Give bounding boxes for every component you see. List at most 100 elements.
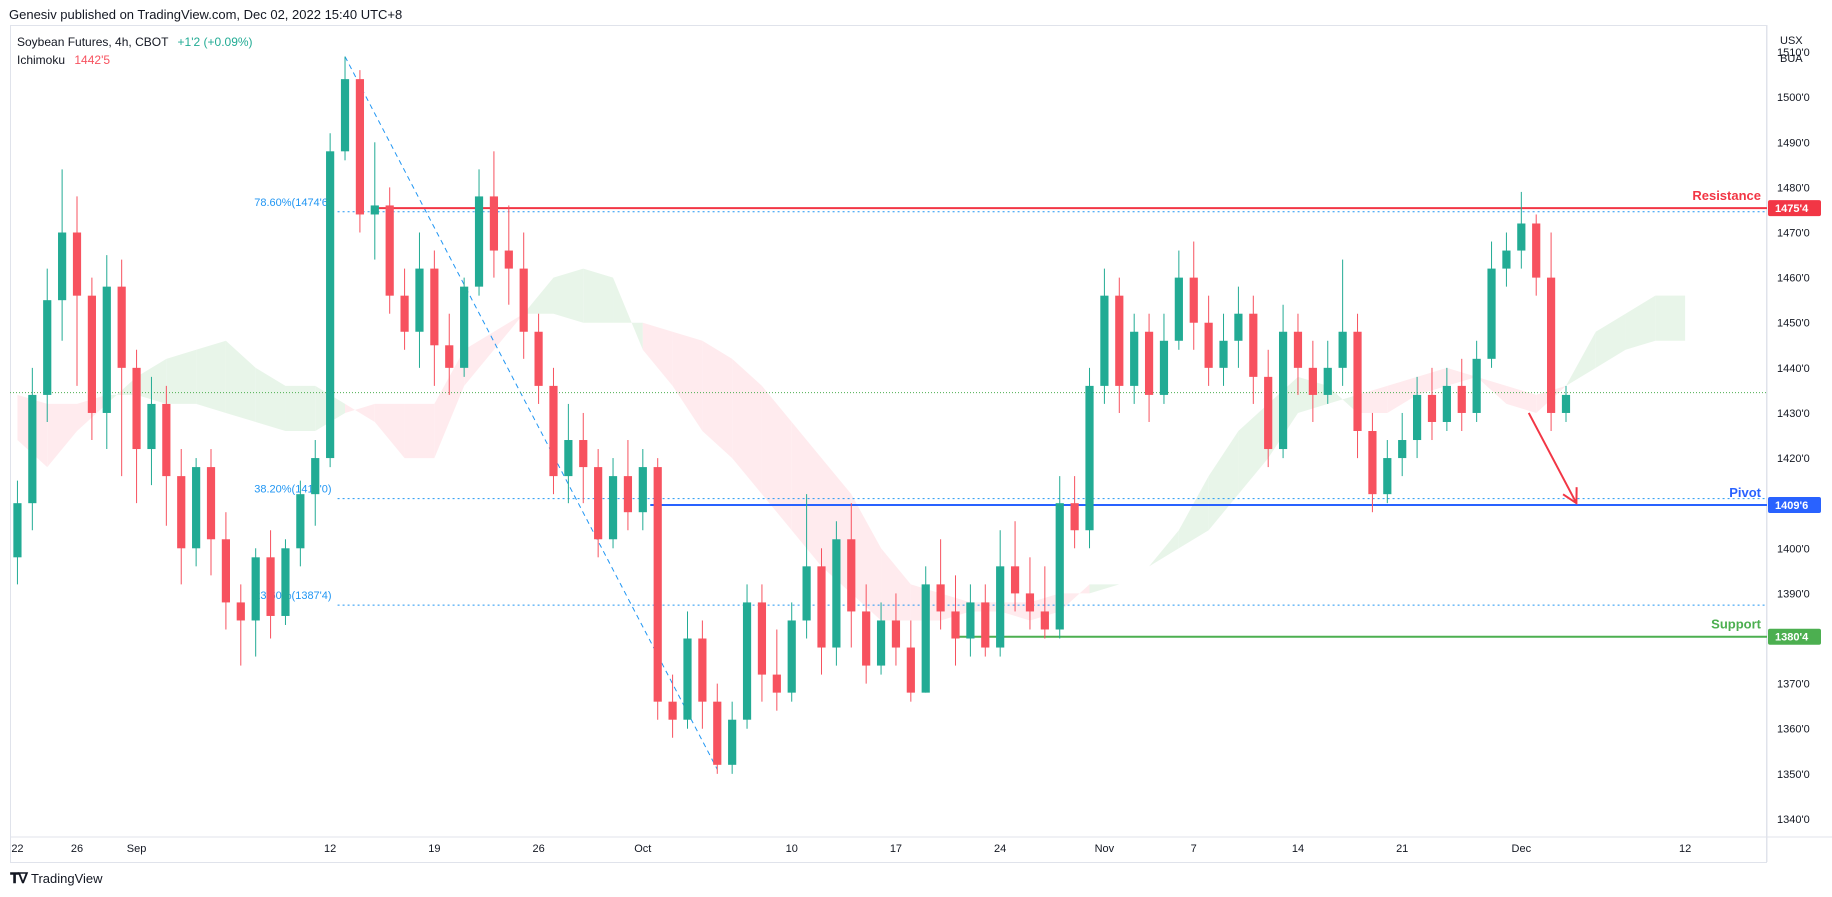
candle[interactable] xyxy=(281,539,290,625)
candle[interactable] xyxy=(1532,214,1541,296)
forecast-arrow-shaft[interactable] xyxy=(1527,412,1578,504)
candle[interactable] xyxy=(43,268,52,422)
candle[interactable] xyxy=(876,602,886,675)
axis-unit[interactable]: USX BUA xyxy=(1780,32,1803,68)
candle[interactable] xyxy=(1517,191,1526,269)
candle[interactable] xyxy=(296,480,305,567)
candle[interactable] xyxy=(742,584,752,729)
candle[interactable] xyxy=(430,250,439,386)
candle[interactable] xyxy=(862,584,871,684)
candle[interactable] xyxy=(147,376,156,486)
candle[interactable] xyxy=(192,458,201,567)
candle[interactable] xyxy=(1204,295,1213,386)
candle[interactable] xyxy=(370,142,379,260)
candle[interactable] xyxy=(177,449,186,585)
candle[interactable] xyxy=(579,412,588,504)
candle[interactable] xyxy=(1442,367,1451,431)
candle[interactable] xyxy=(981,584,990,657)
candle[interactable] xyxy=(623,440,633,531)
candle[interactable] xyxy=(757,584,767,702)
candle[interactable] xyxy=(519,232,528,359)
candle[interactable] xyxy=(1368,412,1377,513)
candle[interactable] xyxy=(1040,566,1049,639)
candle[interactable] xyxy=(1159,313,1169,404)
candle[interactable] xyxy=(1502,232,1511,287)
candle[interactable] xyxy=(1070,476,1079,549)
candle[interactable] xyxy=(385,187,394,314)
candle[interactable] xyxy=(713,683,722,774)
candle[interactable] xyxy=(1115,277,1124,413)
candle[interactable] xyxy=(534,313,543,404)
candle[interactable] xyxy=(1130,313,1139,404)
candle[interactable] xyxy=(1100,268,1109,404)
candle[interactable] xyxy=(1010,521,1020,612)
candle[interactable] xyxy=(638,449,647,531)
candle[interactable] xyxy=(326,133,335,468)
candle[interactable] xyxy=(1025,557,1035,630)
candle[interactable] xyxy=(1323,340,1332,404)
candle[interactable] xyxy=(891,593,901,666)
candle[interactable] xyxy=(936,539,945,630)
candle[interactable] xyxy=(28,367,37,531)
tradingview-brand[interactable]: 𝐓∇ TradingView xyxy=(10,870,103,887)
candle[interactable] xyxy=(951,575,960,666)
candle[interactable] xyxy=(1398,412,1407,477)
candle[interactable] xyxy=(787,602,796,702)
candle[interactable] xyxy=(832,521,841,666)
candle[interactable] xyxy=(1308,340,1317,422)
candle[interactable] xyxy=(847,503,856,648)
candle[interactable] xyxy=(460,277,469,377)
candle[interactable] xyxy=(102,255,111,450)
candle[interactable] xyxy=(1278,304,1288,459)
candle[interactable] xyxy=(594,449,603,558)
candle[interactable] xyxy=(13,480,22,585)
candle[interactable] xyxy=(311,440,320,526)
candle[interactable] xyxy=(728,701,737,774)
candle[interactable] xyxy=(1338,259,1347,386)
candle[interactable] xyxy=(72,196,82,386)
candle[interactable] xyxy=(162,385,171,526)
candle[interactable] xyxy=(266,530,275,639)
candle[interactable] xyxy=(698,620,707,729)
candle[interactable] xyxy=(1383,440,1392,504)
candle[interactable] xyxy=(906,620,915,702)
candle[interactable] xyxy=(1457,358,1466,431)
candle[interactable] xyxy=(206,449,216,576)
candle[interactable] xyxy=(489,151,499,278)
candle[interactable] xyxy=(1219,313,1228,386)
candle[interactable] xyxy=(1561,385,1571,422)
candle[interactable] xyxy=(549,367,558,495)
candle[interactable] xyxy=(504,205,513,305)
candle[interactable] xyxy=(802,494,811,639)
candle[interactable] xyxy=(221,512,230,630)
candle[interactable] xyxy=(817,548,826,675)
candle[interactable] xyxy=(1189,241,1198,350)
candle[interactable] xyxy=(1174,250,1183,350)
symbol-title[interactable]: Soybean Futures, 4h, CBOT xyxy=(17,35,169,49)
candle[interactable] xyxy=(1249,295,1258,404)
candle[interactable] xyxy=(1055,476,1064,639)
candle[interactable] xyxy=(340,56,350,161)
candle[interactable] xyxy=(653,458,662,720)
candle[interactable] xyxy=(117,259,126,477)
candle[interactable] xyxy=(355,70,365,233)
candle[interactable] xyxy=(1353,313,1362,459)
candle[interactable] xyxy=(921,566,930,693)
candle[interactable] xyxy=(1293,313,1303,395)
candle[interactable] xyxy=(1412,376,1422,459)
candle[interactable] xyxy=(1472,340,1481,422)
candle[interactable] xyxy=(1487,241,1496,368)
candle[interactable] xyxy=(58,169,67,341)
candle[interactable] xyxy=(87,277,96,441)
candle[interactable] xyxy=(1144,313,1154,422)
candle[interactable] xyxy=(474,169,484,296)
candle[interactable] xyxy=(608,458,618,549)
candle[interactable] xyxy=(1234,286,1243,368)
candle[interactable] xyxy=(236,584,245,666)
candle[interactable] xyxy=(1085,367,1094,549)
candle[interactable] xyxy=(1427,367,1437,441)
candle[interactable] xyxy=(445,313,454,395)
candle[interactable] xyxy=(1547,232,1556,431)
candle[interactable] xyxy=(772,629,781,711)
